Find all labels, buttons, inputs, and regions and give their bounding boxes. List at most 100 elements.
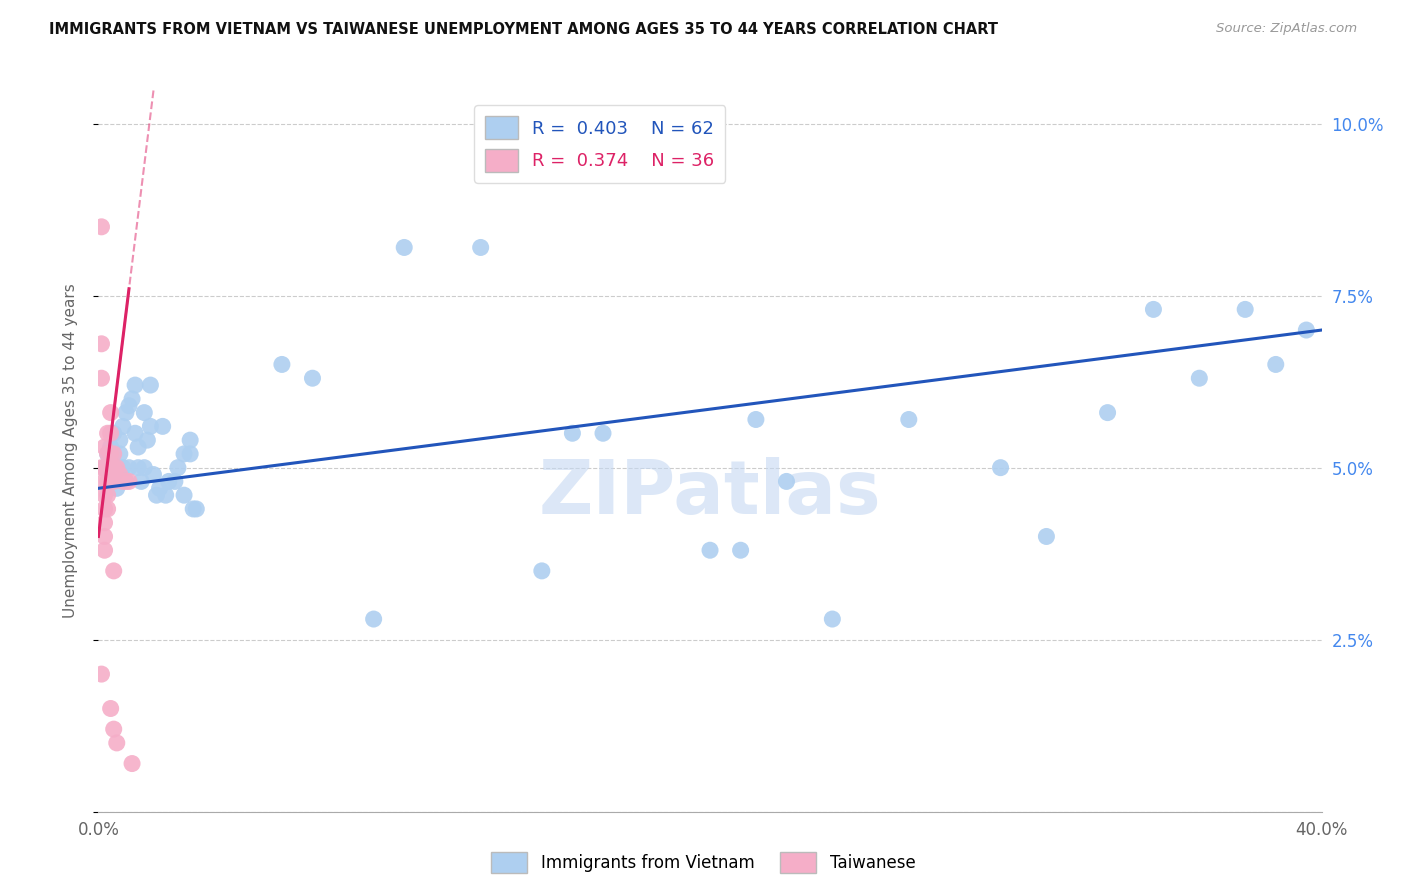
- Point: [97, 447, 120, 461]
- Point: [100, 440, 122, 454]
- Point: [1188, 371, 1211, 385]
- Point: [173, 447, 195, 461]
- Point: [173, 488, 195, 502]
- Point: [149, 481, 172, 495]
- Point: [157, 475, 180, 489]
- Point: [145, 488, 167, 502]
- Point: [100, 454, 122, 468]
- Point: [93, 529, 115, 543]
- Y-axis label: Unemployment Among Ages 35 to 44 years: Unemployment Among Ages 35 to 44 years: [63, 283, 77, 618]
- Point: [530, 564, 553, 578]
- Point: [1035, 529, 1057, 543]
- Point: [167, 460, 190, 475]
- Text: ZIPatlas: ZIPatlas: [538, 458, 882, 531]
- Point: [108, 433, 131, 447]
- Point: [699, 543, 721, 558]
- Point: [100, 426, 122, 441]
- Point: [97, 460, 120, 475]
- Point: [97, 447, 120, 461]
- Point: [136, 433, 159, 447]
- Point: [103, 564, 125, 578]
- Point: [97, 426, 120, 441]
- Point: [163, 475, 186, 489]
- Point: [90, 371, 112, 385]
- Text: IMMIGRANTS FROM VIETNAM VS TAIWANESE UNEMPLOYMENT AMONG AGES 35 TO 44 YEARS CORR: IMMIGRANTS FROM VIETNAM VS TAIWANESE UNE…: [49, 22, 998, 37]
- Point: [111, 475, 134, 489]
- Point: [118, 460, 141, 475]
- Point: [90, 219, 112, 234]
- Text: Source: ZipAtlas.com: Source: ZipAtlas.com: [1216, 22, 1357, 36]
- Point: [111, 460, 134, 475]
- Point: [1234, 302, 1257, 317]
- Point: [179, 447, 201, 461]
- Point: [103, 447, 125, 461]
- Point: [93, 460, 115, 475]
- Point: [105, 736, 128, 750]
- Point: [115, 406, 138, 420]
- Point: [139, 419, 162, 434]
- Point: [142, 467, 165, 482]
- Point: [181, 502, 204, 516]
- Point: [152, 419, 174, 434]
- Point: [90, 336, 112, 351]
- Point: [93, 440, 115, 454]
- Point: [179, 433, 201, 447]
- Point: [134, 406, 156, 420]
- Point: [1264, 358, 1286, 372]
- Point: [103, 475, 125, 489]
- Point: [115, 475, 138, 489]
- Point: [90, 460, 112, 475]
- Point: [1097, 406, 1119, 420]
- Point: [561, 426, 583, 441]
- Point: [111, 419, 134, 434]
- Point: [301, 371, 323, 385]
- Point: [118, 475, 141, 489]
- Point: [93, 460, 115, 475]
- Point: [730, 543, 752, 558]
- Point: [97, 475, 120, 489]
- Legend: Immigrants from Vietnam, Taiwanese: Immigrants from Vietnam, Taiwanese: [484, 846, 922, 880]
- Point: [103, 467, 125, 482]
- Point: [105, 460, 128, 475]
- Point: [121, 756, 143, 771]
- Point: [897, 412, 920, 426]
- Point: [186, 502, 208, 516]
- Point: [100, 701, 122, 715]
- Point: [745, 412, 768, 426]
- Point: [100, 406, 122, 420]
- Point: [821, 612, 844, 626]
- Point: [155, 488, 177, 502]
- Point: [93, 502, 115, 516]
- Point: [134, 460, 156, 475]
- Point: [90, 667, 112, 681]
- Point: [103, 722, 125, 736]
- Point: [775, 475, 797, 489]
- Point: [1142, 302, 1164, 317]
- Point: [127, 440, 149, 454]
- Point: [93, 543, 115, 558]
- Point: [100, 447, 122, 461]
- Legend: R =  0.403    N = 62, R =  0.374    N = 36: R = 0.403 N = 62, R = 0.374 N = 36: [474, 105, 725, 183]
- Point: [121, 392, 143, 406]
- Point: [97, 502, 120, 516]
- Point: [124, 378, 146, 392]
- Point: [108, 447, 131, 461]
- Point: [105, 460, 128, 475]
- Point: [470, 240, 492, 254]
- Point: [363, 612, 385, 626]
- Point: [97, 488, 120, 502]
- Point: [93, 516, 115, 530]
- Point: [129, 475, 152, 489]
- Point: [93, 488, 115, 502]
- Point: [1295, 323, 1317, 337]
- Point: [392, 240, 416, 254]
- Point: [990, 460, 1012, 475]
- Point: [105, 481, 128, 495]
- Point: [127, 460, 149, 475]
- Point: [139, 378, 162, 392]
- Point: [592, 426, 614, 441]
- Point: [118, 399, 141, 413]
- Point: [93, 475, 115, 489]
- Point: [103, 426, 125, 441]
- Point: [124, 426, 146, 441]
